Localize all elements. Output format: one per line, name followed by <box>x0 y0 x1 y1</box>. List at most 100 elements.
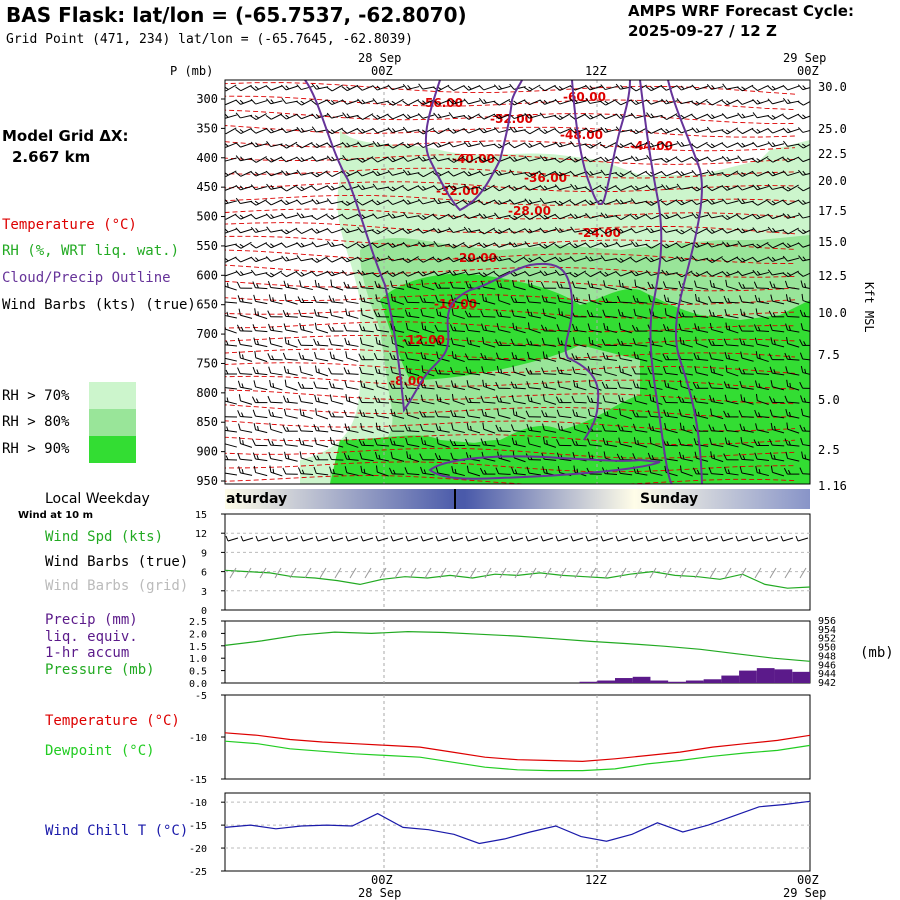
wind-barb <box>751 85 769 91</box>
wind-barb <box>480 438 496 447</box>
left-day-label: aturday <box>226 491 288 507</box>
wind-barb <box>357 269 374 276</box>
wind-barb <box>691 84 709 91</box>
wind-barb <box>478 113 496 120</box>
wind-barb <box>584 242 602 248</box>
wind-barb <box>739 423 754 433</box>
wind-barb <box>630 127 647 135</box>
wind-barb <box>405 280 420 291</box>
wind-barb <box>328 380 344 390</box>
wind-barb <box>387 212 405 219</box>
wind-barb <box>448 184 465 191</box>
wind-barb <box>374 366 389 376</box>
wind-barb <box>797 242 810 248</box>
wind-barb <box>527 279 541 291</box>
wind-barb <box>402 199 420 205</box>
wind-barb <box>600 271 617 277</box>
wind-barb <box>554 184 572 191</box>
wind-barb <box>478 127 496 134</box>
wind-barb <box>418 83 435 90</box>
wind-barb <box>782 213 800 219</box>
wind-barb <box>359 294 374 305</box>
wind-barb <box>387 113 404 120</box>
surface-wind-barb-grid <box>319 567 327 579</box>
wind-barb <box>341 84 359 92</box>
wind-barb <box>280 270 298 278</box>
wind-barb <box>284 336 298 348</box>
wind-barb <box>448 213 465 220</box>
wind-barb <box>738 324 754 332</box>
wind-barb <box>447 242 465 249</box>
wind-barb <box>235 112 253 119</box>
wind-barb <box>647 409 663 418</box>
wind-barb <box>448 99 465 105</box>
wind-barb <box>311 256 328 263</box>
wind-barb <box>554 256 572 263</box>
wind-speed-tick: 15 <box>195 510 207 521</box>
wind-barb <box>539 84 556 92</box>
wind-barb <box>708 352 724 362</box>
wind-barb <box>678 409 693 419</box>
wind-barb <box>404 338 420 347</box>
wind-barb <box>603 408 617 420</box>
wind-barb <box>329 308 344 319</box>
wind-barb <box>588 379 602 391</box>
wind-barb <box>661 141 678 148</box>
wind-barb <box>235 84 252 92</box>
wind-barb <box>250 141 268 148</box>
wind-barb <box>632 367 648 375</box>
wind-barb <box>479 467 496 475</box>
wind-barb <box>482 379 496 391</box>
surface-wind-barb-true <box>572 537 584 542</box>
wind-barb <box>237 337 253 347</box>
wind-barb <box>539 142 557 148</box>
wind-barb <box>797 156 810 163</box>
wind-barb <box>691 255 709 262</box>
wind-barb <box>630 256 648 263</box>
wind-barb <box>615 156 633 162</box>
wind-barb <box>753 439 769 446</box>
wind-barb <box>797 84 810 91</box>
wind-barb <box>770 422 785 434</box>
wind-barb <box>356 85 374 91</box>
wind-barb <box>357 184 374 191</box>
pressure-tick: 950 <box>196 474 218 488</box>
wind-barb <box>311 170 328 178</box>
wind-barb <box>739 466 754 476</box>
wind-barb <box>417 198 435 205</box>
wind-barb <box>569 170 587 177</box>
wind-barb <box>371 113 389 120</box>
wind-barb <box>725 279 739 291</box>
wind-barb <box>633 351 648 362</box>
wind-barb <box>296 212 313 219</box>
wind-barb <box>648 423 663 433</box>
wind-barb <box>282 309 298 318</box>
wind-barb <box>508 142 526 149</box>
wind-barb <box>341 184 359 191</box>
wind-barb <box>768 353 785 361</box>
wind-barb <box>406 451 420 463</box>
wind-barb <box>663 337 678 348</box>
wind-barb <box>480 310 496 318</box>
wind-barb <box>341 227 359 234</box>
wind-barb <box>798 169 810 176</box>
wind-barb <box>585 127 602 134</box>
wind-barb <box>466 422 481 434</box>
wind-barb <box>269 465 283 477</box>
wind-barb <box>633 308 648 319</box>
wind-barb <box>647 452 663 461</box>
wind-barb <box>298 395 314 405</box>
wind-barb <box>524 198 541 205</box>
wind-barb <box>299 365 313 377</box>
wind-barb <box>495 352 511 361</box>
surface-wind-barb-grid <box>739 567 747 579</box>
wind-barb <box>645 270 663 276</box>
wind-barb <box>706 256 723 264</box>
wind-barb <box>296 271 313 277</box>
wind-barb <box>358 438 374 447</box>
wind-barb <box>463 128 480 134</box>
wind-barb <box>493 98 511 106</box>
wind-barb <box>390 451 405 462</box>
wind-barb <box>524 185 541 191</box>
temperature-isotherm <box>225 95 796 111</box>
